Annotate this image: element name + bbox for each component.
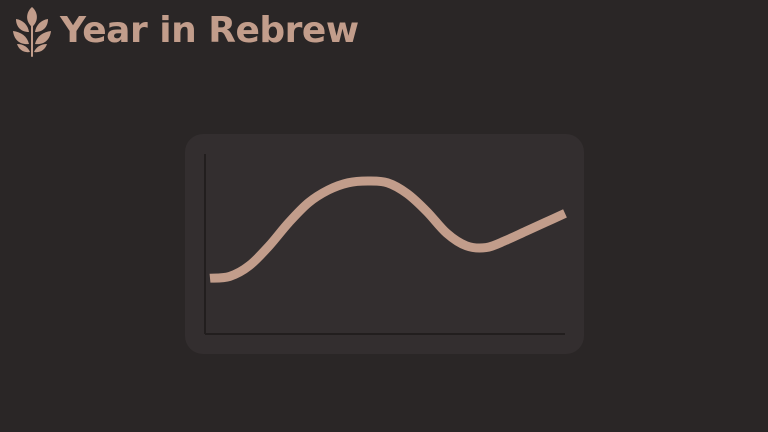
line-chart — [185, 134, 584, 354]
header: Year in Rebrew — [10, 3, 359, 59]
chart-card — [185, 134, 584, 354]
page-title: Year in Rebrew — [60, 10, 359, 51]
series-line-0 — [209, 176, 567, 283]
chart-background — [185, 134, 584, 354]
coffee-leaf-logo-icon — [13, 7, 51, 57]
